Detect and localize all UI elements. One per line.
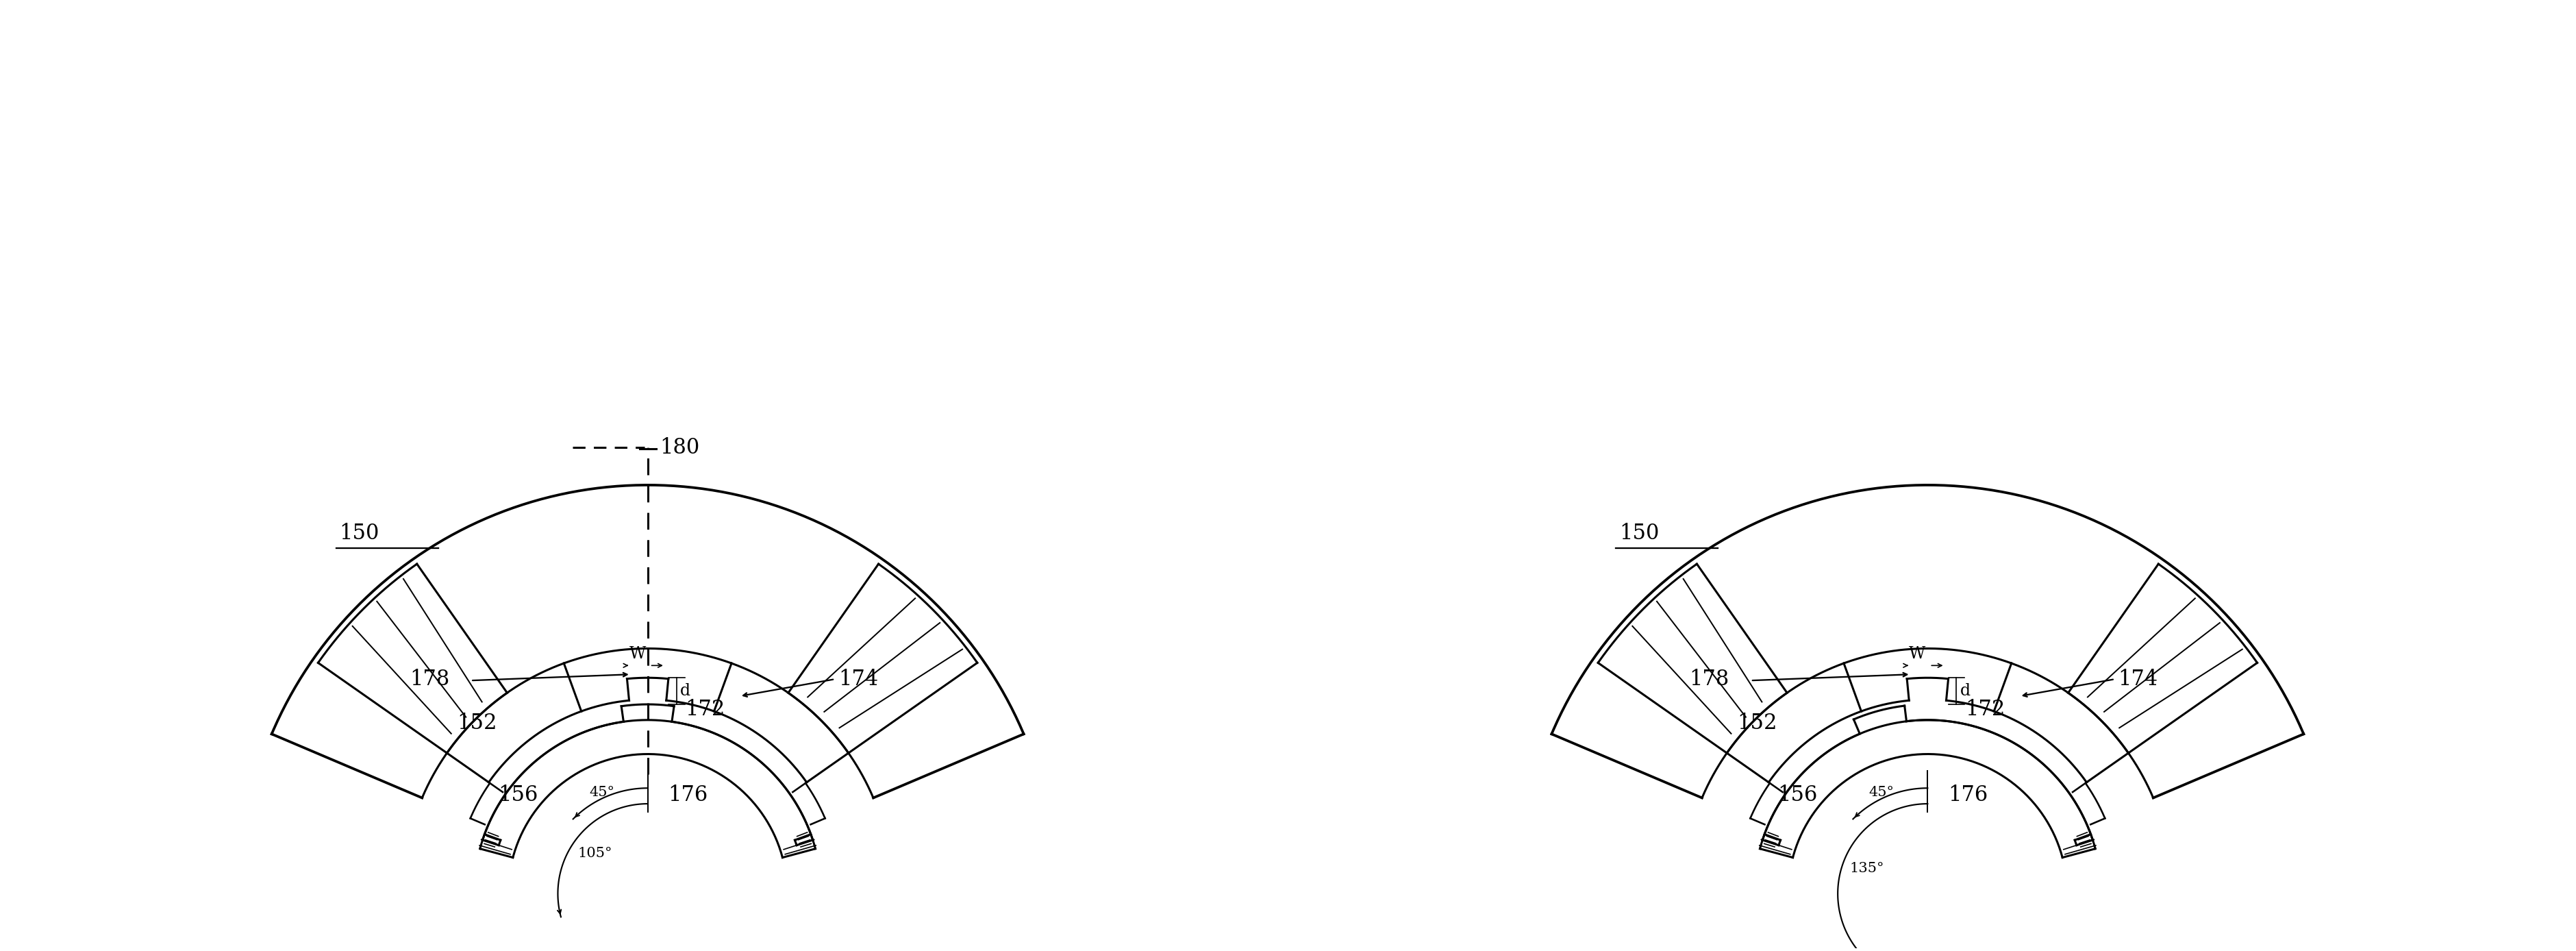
Text: 150: 150 (1618, 522, 1659, 544)
Text: 152: 152 (456, 713, 497, 734)
Text: d: d (1960, 683, 1971, 699)
Text: 45°: 45° (1868, 786, 1893, 799)
Text: 156: 156 (497, 785, 538, 805)
Text: 176: 176 (667, 785, 708, 805)
Text: 152: 152 (1736, 713, 1777, 734)
Text: 45°: 45° (590, 786, 613, 799)
Text: 174: 174 (837, 669, 878, 689)
Text: 135°: 135° (1850, 862, 1883, 875)
Text: 180: 180 (659, 437, 701, 458)
Text: 178: 178 (1690, 669, 1728, 689)
Text: d: d (680, 683, 690, 699)
Text: W: W (629, 647, 647, 662)
Text: W: W (1909, 647, 1924, 662)
Text: 105°: 105° (577, 847, 613, 860)
Text: 156: 156 (1777, 785, 1816, 805)
Text: 150: 150 (340, 522, 379, 544)
Text: 174: 174 (2117, 669, 2159, 689)
Text: 178: 178 (410, 669, 448, 689)
Text: 172: 172 (1965, 699, 2004, 721)
Text: 172: 172 (685, 699, 724, 721)
Text: 176: 176 (1947, 785, 1989, 805)
